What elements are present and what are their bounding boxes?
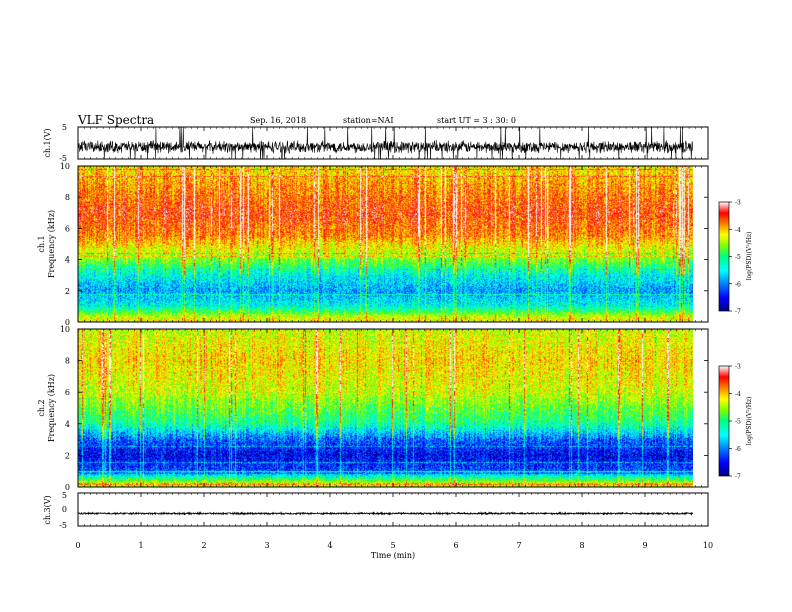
ch1-colorbar-gradient	[718, 201, 730, 312]
ch2-colorbar: -3 -4 -5 -6 -7 log(PSD)(V²/Hz)	[718, 364, 753, 481]
y-tick-label: 4	[65, 256, 70, 265]
time-axis: 0 1 2 3 4 5 6 7 8 9 10	[75, 127, 713, 550]
ch3-waveform-frame	[77, 492, 709, 527]
y-tick-label: 10	[60, 325, 70, 334]
ch1-colorbar: -3 -4 -5 -6 -7 log(PSD)(V²/Hz)	[718, 200, 753, 316]
ch1-ytick-max: 5	[62, 123, 67, 132]
x-tick-label: 2	[201, 541, 206, 550]
x-tick-label: 5	[390, 541, 395, 550]
time-axis-label: Time (min)	[371, 551, 415, 560]
colorbar-tick-label: -7	[735, 309, 741, 316]
ch2-colorbar-label: log(PSD)(V²/Hz)	[746, 397, 753, 446]
ch3-ytick-zero: 0	[62, 505, 67, 514]
station-label: station=NAI	[343, 116, 394, 125]
x-tick-label: 1	[138, 541, 143, 550]
ch2-spectrogram-heatmap	[78, 329, 693, 487]
date-label: Sep. 16, 2018	[250, 116, 307, 125]
ch2-spectrogram-panel: 0 2 4 6 8 10 ch.2 Frequency (kHz)	[37, 325, 709, 492]
ch1-waveform-ylabel: ch.1(V)	[43, 128, 52, 157]
ch3-ytick-max: 5	[62, 491, 67, 500]
ch1-colorbar-label: log(PSD)(V²/Hz)	[746, 232, 753, 281]
ch1-waveform-panel: 5 -5 ch.1(V)	[43, 123, 709, 163]
y-tick-label: 8	[65, 193, 70, 202]
x-tick-label: 3	[264, 541, 269, 550]
y-tick-label: 10	[60, 162, 70, 171]
y-tick-label: 6	[65, 224, 70, 233]
ch1-colorbar-ticks: -3 -4 -5 -6 -7	[729, 200, 741, 316]
ch3-waveform-trace	[77, 510, 694, 516]
ch3-waveform-ylabel: ch.3(V)	[43, 495, 52, 524]
ch2-spectrogram-yticks: 0 2 4 6 8 10	[60, 325, 708, 492]
ch1-ytick-min: -5	[59, 154, 67, 163]
x-tick-label: 0	[75, 541, 80, 550]
x-tick-label: 10	[703, 541, 713, 550]
y-tick-label: 6	[65, 388, 70, 397]
ch2-colorbar-ticks: -3 -4 -5 -6 -7	[729, 364, 741, 481]
y-tick-label: 4	[65, 420, 70, 429]
x-tick-label: 6	[453, 541, 458, 550]
ch3-waveform-panel: 5 0 -5 ch.3(V)	[43, 491, 709, 530]
ch1-waveform-trace	[77, 126, 694, 160]
ch1-spectrogram-yticks: 0 2 4 6 8 10	[60, 162, 708, 327]
ch1-spectrogram-panel: 0 2 4 6 8 10 ch.1 Frequency (kHz)	[37, 162, 709, 327]
colorbar-tick-label: -5	[735, 254, 741, 261]
y-tick-label: 2	[65, 451, 70, 460]
ch1-spectrogram-ylabel-channel: ch.1	[37, 235, 46, 252]
colorbar-tick-label: -3	[735, 200, 741, 207]
colorbar-tick-label: -6	[735, 446, 741, 453]
y-tick-label: 8	[65, 357, 70, 366]
start-time-label: start UT = 3 : 30: 0	[437, 116, 516, 125]
colorbar-tick-label: -3	[735, 364, 741, 371]
ch2-spectrogram-ylabel-channel: ch.2	[37, 399, 46, 416]
ch1-spectrogram-heatmap	[78, 166, 693, 322]
ch1-spectrogram-ylabel-freq: Frequency (kHz)	[47, 210, 56, 278]
colorbar-tick-label: -7	[735, 474, 741, 481]
colorbar-tick-label: -4	[735, 227, 741, 234]
ch2-colorbar-gradient	[718, 365, 730, 477]
x-tick-label: 9	[642, 541, 647, 550]
colorbar-tick-label: -4	[735, 391, 741, 398]
colorbar-tick-label: -6	[735, 281, 741, 288]
ch2-spectrogram-ylabel-freq: Frequency (kHz)	[47, 374, 56, 442]
x-tick-label: 7	[516, 541, 521, 550]
y-tick-label: 0	[65, 483, 70, 492]
y-tick-label: 2	[65, 287, 70, 296]
x-tick-label: 8	[579, 541, 584, 550]
colorbar-tick-label: -5	[735, 419, 741, 426]
x-tick-label: 4	[327, 541, 332, 550]
figure-title: VLF Spectra	[78, 113, 155, 127]
y-tick-label: 0	[65, 318, 70, 327]
ch3-ytick-min: -5	[59, 521, 67, 530]
